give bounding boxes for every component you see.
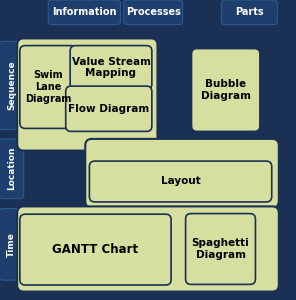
FancyBboxPatch shape — [66, 86, 152, 131]
FancyBboxPatch shape — [48, 0, 120, 25]
Text: Flow Diagram: Flow Diagram — [68, 104, 149, 114]
Text: GANTT Chart: GANTT Chart — [52, 243, 139, 256]
Text: Layout: Layout — [161, 176, 200, 187]
Text: Sequence: Sequence — [7, 61, 16, 110]
FancyBboxPatch shape — [221, 0, 277, 25]
Text: Information: Information — [52, 7, 117, 17]
FancyBboxPatch shape — [186, 214, 255, 284]
Text: Swim
Lane
Diagram: Swim Lane Diagram — [25, 70, 71, 104]
FancyBboxPatch shape — [20, 214, 171, 285]
Text: Processes: Processes — [126, 7, 181, 17]
Text: Spaghetti
Diagram: Spaghetti Diagram — [192, 238, 250, 260]
FancyBboxPatch shape — [17, 206, 279, 292]
FancyBboxPatch shape — [89, 161, 272, 202]
FancyBboxPatch shape — [192, 49, 260, 131]
FancyBboxPatch shape — [70, 46, 152, 89]
FancyBboxPatch shape — [20, 46, 76, 128]
Text: Location: Location — [7, 147, 16, 190]
Text: Parts: Parts — [235, 7, 264, 17]
FancyBboxPatch shape — [124, 0, 183, 25]
Text: Bubble
Diagram: Bubble Diagram — [201, 79, 251, 101]
FancyBboxPatch shape — [0, 139, 24, 199]
FancyBboxPatch shape — [0, 208, 24, 280]
Text: Time: Time — [7, 232, 16, 257]
FancyBboxPatch shape — [17, 38, 157, 151]
FancyBboxPatch shape — [0, 41, 24, 130]
FancyBboxPatch shape — [85, 139, 279, 208]
Text: Value Stream
Mapping: Value Stream Mapping — [72, 57, 150, 78]
